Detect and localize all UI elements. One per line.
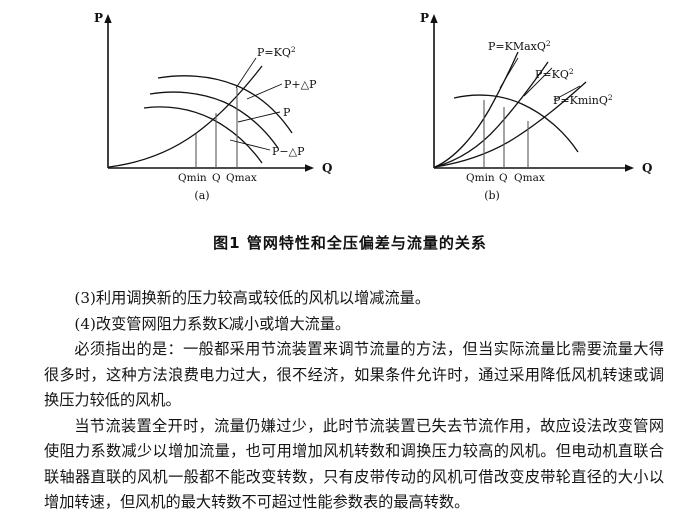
curve-k-b bbox=[434, 61, 549, 168]
axis-b bbox=[430, 14, 634, 172]
curve-label-fan-mid-a: P bbox=[283, 106, 291, 119]
leader-fanhigh-a bbox=[246, 83, 283, 100]
axis-a bbox=[104, 14, 314, 172]
figure-caption: 图1 管网特性和全压偏差与流量的关系 bbox=[213, 234, 487, 252]
curve-label-kmax-b: P=KMaxQ2 bbox=[488, 39, 551, 53]
curve-fan-low-a bbox=[143, 106, 263, 164]
curve-fan-b bbox=[453, 94, 579, 153]
paragraph-1: 必须指出的是：一般都采用节流装置来调节流量的方法，但当实际流量比需要流量大得很多… bbox=[44, 340, 664, 409]
curve-fan-high-a bbox=[157, 75, 293, 134]
chart-panel-b: P Q P=KMaxQ2 P=KQ2 bbox=[400, 0, 700, 205]
tick-label-qmin-b: Qmin bbox=[466, 172, 495, 184]
paragraph-item-3: (3)利用调换新的压力较高或较低的风机以增减流量。 bbox=[74, 289, 431, 307]
tick-label-q-a: Q bbox=[212, 172, 221, 184]
curve-label-system-a: P=KQ2 bbox=[257, 45, 296, 59]
leader-fanlow-a bbox=[229, 139, 271, 151]
body-text: (3)利用调换新的压力较高或较低的风机以增减流量。 (4)改变管网阻力系数K减小… bbox=[44, 286, 664, 516]
tick-label-qmax-a: Qmax bbox=[226, 172, 257, 184]
leader-kmin-b bbox=[553, 85, 581, 101]
tick-label-qmax-b: Qmax bbox=[514, 172, 545, 184]
y-axis-label-b: P bbox=[420, 11, 429, 25]
tick-label-q-b: Q bbox=[499, 172, 508, 184]
curve-kmin-b bbox=[434, 81, 587, 168]
x-axis-label-a: Q bbox=[322, 161, 332, 175]
figure-area: P Q P=KQ2 P+△P P bbox=[0, 0, 700, 210]
chart-panel-a: P Q P=KQ2 P+△P P bbox=[70, 0, 390, 205]
curve-kmax-b bbox=[434, 51, 519, 168]
curve-label-fan-high-a: P+△P bbox=[284, 78, 317, 91]
x-axis-label-b: Q bbox=[642, 161, 652, 175]
leader-fanmid-a bbox=[237, 111, 281, 123]
panel-label-a: (a) bbox=[194, 189, 209, 202]
curve-label-k-b: P=KQ2 bbox=[535, 67, 574, 81]
panel-label-b: (b) bbox=[484, 189, 500, 202]
curve-system-parabola-a bbox=[108, 65, 263, 168]
y-axis-label-a: P bbox=[94, 11, 103, 25]
leader-k-b bbox=[523, 67, 553, 97]
tick-label-qmin-a: Qmin bbox=[178, 172, 207, 184]
curve-label-kmin-b: P=KminQ2 bbox=[553, 93, 613, 107]
curve-label-fan-low-a: P−△P bbox=[272, 145, 305, 158]
leader-system-a bbox=[235, 57, 257, 89]
curve-fan-mid-a bbox=[149, 91, 279, 149]
leader-kmax-b bbox=[499, 57, 519, 89]
paragraph-2: 当节流装置全开时，流量仍嫌过少，此时节流装置已失去节流作用，故应设法改变管网使阻… bbox=[44, 416, 664, 512]
paragraph-item-4: (4)改变管网阻力系数K减小或增大流量。 bbox=[74, 314, 351, 333]
